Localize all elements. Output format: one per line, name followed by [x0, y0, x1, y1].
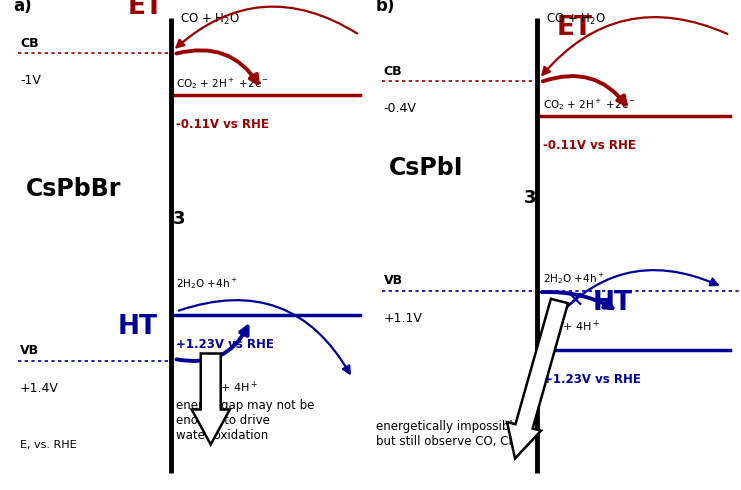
- Text: CB: CB: [20, 37, 39, 50]
- Text: E, vs. RHE: E, vs. RHE: [20, 440, 77, 450]
- Text: +1.23V vs RHE: +1.23V vs RHE: [176, 338, 274, 351]
- Text: b): b): [376, 0, 396, 15]
- Text: -0.11V vs RHE: -0.11V vs RHE: [176, 118, 269, 131]
- Text: CO + H$_2$O: CO + H$_2$O: [180, 12, 240, 27]
- Text: ET: ET: [556, 15, 592, 41]
- Text: CsPbI: CsPbI: [389, 156, 464, 180]
- Text: HT: HT: [118, 314, 158, 340]
- Text: CsPbBr: CsPbBr: [25, 177, 121, 201]
- Text: ✕: ✕: [565, 290, 584, 310]
- FancyArrow shape: [507, 299, 568, 459]
- Text: HT: HT: [593, 290, 633, 316]
- Text: 3: 3: [173, 210, 185, 228]
- Text: energy gap may not be
enough to drive
water oxidation: energy gap may not be enough to drive wa…: [176, 399, 315, 442]
- Text: +1.1V: +1.1V: [384, 312, 422, 325]
- Text: CO + H$_2$O: CO + H$_2$O: [546, 12, 606, 27]
- Text: -0.11V vs RHE: -0.11V vs RHE: [542, 139, 636, 152]
- Text: a): a): [13, 0, 31, 15]
- Text: energetically impossible,
but still observe CO, CH₄: energetically impossible, but still obse…: [376, 420, 524, 448]
- FancyArrow shape: [192, 353, 230, 444]
- Text: +1.23V vs RHE: +1.23V vs RHE: [542, 373, 641, 386]
- Text: 2H$_2$O +4h$^+$: 2H$_2$O +4h$^+$: [542, 270, 605, 286]
- Text: 2H$_2$O +4h$^+$: 2H$_2$O +4h$^+$: [176, 276, 238, 291]
- Text: ET: ET: [127, 0, 163, 20]
- Text: VB: VB: [20, 343, 39, 357]
- Text: CO$_2$ + 2H$^+$ +2e$^-$: CO$_2$ + 2H$^+$ +2e$^-$: [542, 98, 636, 112]
- Text: 3: 3: [525, 189, 536, 207]
- Text: CB: CB: [384, 65, 402, 78]
- Text: O$_2$ + 4H$^+$: O$_2$ + 4H$^+$: [545, 318, 599, 336]
- Text: VB: VB: [384, 273, 402, 287]
- Text: O$_2$ + 4H$^+$: O$_2$ + 4H$^+$: [204, 380, 259, 397]
- Text: CO$_2$ + 2H$^+$ +2e$^-$: CO$_2$ + 2H$^+$ +2e$^-$: [176, 76, 270, 91]
- Text: -0.4V: -0.4V: [384, 102, 416, 115]
- Text: +1.4V: +1.4V: [20, 382, 59, 395]
- Text: -1V: -1V: [20, 74, 41, 87]
